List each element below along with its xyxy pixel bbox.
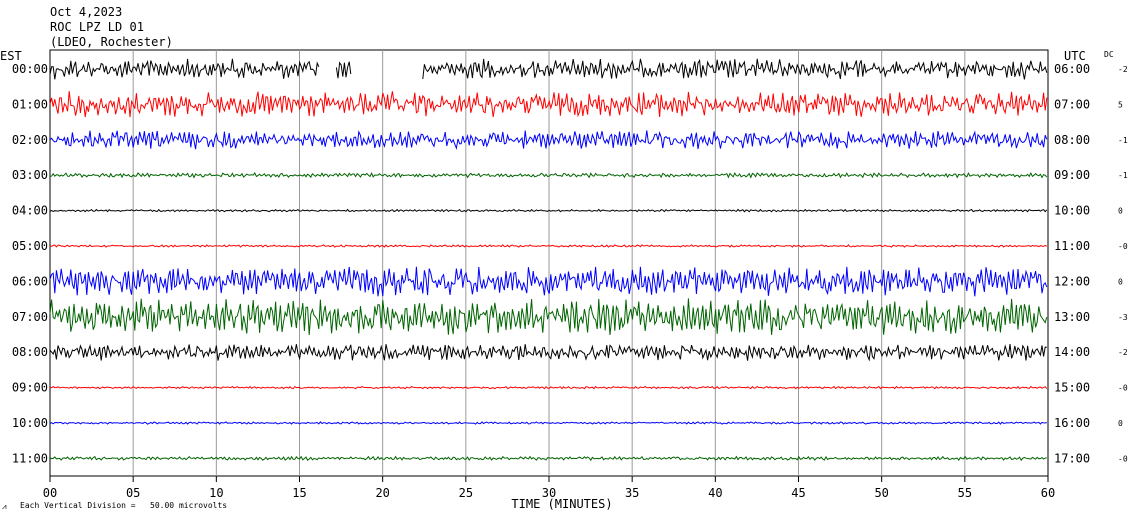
est-time-label: 06:00 [12,274,48,288]
x-tick-label: 60 [1041,486,1055,500]
dc-offset-labels: -2 5 -1 -1 0 -0 0 -3 -2 -0 0 -0 [1118,65,1128,463]
utc-axis-label: UTC [1064,49,1086,63]
utc-time-label: 11:00 [1054,239,1090,253]
utc-time-label: 10:00 [1054,204,1090,218]
station-label: ROC LPZ LD 01 [50,20,144,34]
trace-line [49,91,1048,118]
x-tick-label: 55 [958,486,972,500]
x-tick-label: 20 [375,486,389,500]
utc-time-labels: 06:00 07:00 08:00 09:00 10:00 11:00 12:00 13:00… [1054,62,1090,465]
utc-time-label: 09:00 [1054,168,1090,182]
trace-line [49,130,1048,151]
dc-value: 0 [1118,277,1123,286]
trace-line [49,385,1048,390]
dc-value: -0 [1118,384,1128,393]
dc-value: -2 [1118,348,1128,357]
est-time-label: 00:00 [12,62,48,76]
est-time-label: 08:00 [12,345,48,359]
utc-time-label: 15:00 [1054,381,1090,395]
est-time-label: 03:00 [12,168,48,182]
x-tick-label: 50 [874,486,888,500]
dc-value: -0 [1118,454,1128,463]
utc-time-label: 12:00 [1054,274,1090,288]
est-time-label: 09:00 [12,381,48,395]
x-tick-label: 15 [292,486,306,500]
trace-line [49,58,1048,80]
dc-value: 0 [1118,207,1123,216]
utc-time-label: 14:00 [1054,345,1090,359]
dc-label: DC [1104,50,1114,59]
date-label: Oct 4,2023 [50,5,122,19]
x-tick-label: 00 [43,486,57,500]
trace-line [49,208,1048,213]
dc-value: -3 [1118,313,1128,322]
est-axis-label: EST [0,49,22,63]
est-time-label: 02:00 [12,133,48,147]
dc-value: -1 [1118,171,1128,180]
utc-time-label: 13:00 [1054,310,1090,324]
trace-line [49,298,1048,336]
trace-line [49,421,1047,425]
dc-value: 5 [1118,100,1123,109]
dc-value: -2 [1118,65,1128,74]
network-label: (LDEO, Rochester) [50,35,173,49]
est-time-label: 10:00 [12,416,48,430]
est-time-label: 04:00 [12,204,48,218]
scale-note: Each Vertical Division = 50.00 microvolt… [20,501,227,510]
dc-value: -0 [1118,242,1128,251]
est-time-label: 11:00 [12,451,48,465]
utc-time-label: 06:00 [1054,62,1090,76]
x-tick-label: 10 [209,486,223,500]
est-time-labels: 00:00 01:00 02:00 03:00 04:00 05:00 06:00 07:00… [12,62,48,465]
x-tick-label: 45 [791,486,805,500]
x-tick-label: 25 [459,486,473,500]
seismogram-traces [49,58,1048,462]
trace-line [49,455,1047,462]
utc-time-label: 08:00 [1054,133,1090,147]
trace-line [49,244,1048,248]
utc-time-label: 16:00 [1054,416,1090,430]
scale-icon: ⩘ [2,502,7,511]
x-axis-title: TIME (MINUTES) [511,497,612,511]
est-time-label: 01:00 [12,97,48,111]
x-tick-label: 35 [625,486,639,500]
utc-time-label: 17:00 [1054,451,1090,465]
vertical-gridlines [132,50,966,476]
dc-value: -1 [1118,136,1128,145]
x-tick-label: 40 [708,486,722,500]
est-time-label: 07:00 [12,310,48,324]
trace-line [49,343,1047,362]
est-time-label: 05:00 [12,239,48,253]
x-tick-label: 05 [126,486,140,500]
dc-value: 0 [1118,419,1123,428]
x-tick-label: 30 [542,486,556,500]
trace-line [49,266,1048,297]
x-axis-ticks: 00 05 10 15 20 25 30 35 40 45 50 55 60 [43,476,1055,500]
trace-line [49,171,1048,179]
utc-time-label: 07:00 [1054,97,1090,111]
